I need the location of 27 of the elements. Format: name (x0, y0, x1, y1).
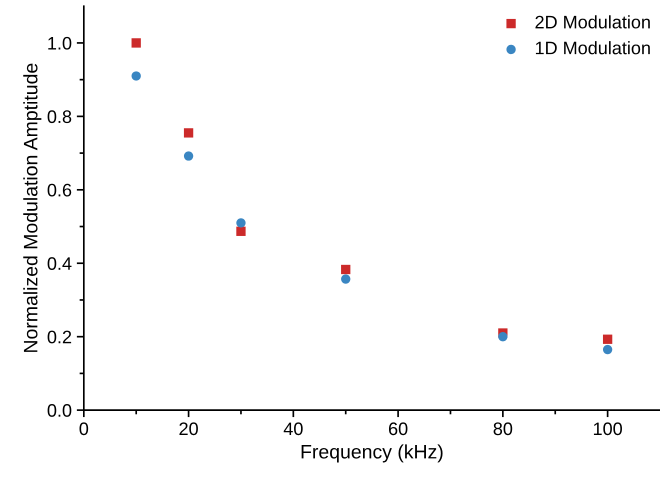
x-tick-label: 80 (494, 422, 512, 436)
y-axis-title: Normalized Modulation Amptitude (23, 64, 42, 352)
text: 0.0 (48, 404, 72, 417)
y-tick-label: 0.2 (48, 330, 72, 344)
x-tick-label: 40 (284, 422, 303, 436)
point (184, 151, 194, 161)
legend-label: 1D Modulation (536, 41, 650, 54)
y-tick-label: 1.0 (48, 36, 72, 50)
point (236, 226, 246, 236)
point (341, 274, 350, 284)
x-tick-label: 20 (179, 422, 198, 436)
legend-label: 2D Modulation (535, 15, 650, 29)
x-tick-label: 60 (388, 422, 408, 436)
y-tick-label: 0.4 (48, 257, 72, 270)
point (132, 38, 141, 48)
point (184, 128, 194, 138)
x-axis-title: Frequency (kHz) (302, 444, 443, 462)
point (602, 344, 612, 354)
x-tick-label: 100 (594, 422, 622, 436)
point (498, 332, 508, 342)
point (236, 218, 246, 228)
y-tick-label: 0.8 (48, 110, 72, 124)
point (341, 264, 350, 274)
point (602, 334, 612, 344)
y-tick-label: 0.6 (48, 184, 72, 197)
point (132, 71, 141, 81)
x-tick-label: 0 (80, 422, 88, 436)
